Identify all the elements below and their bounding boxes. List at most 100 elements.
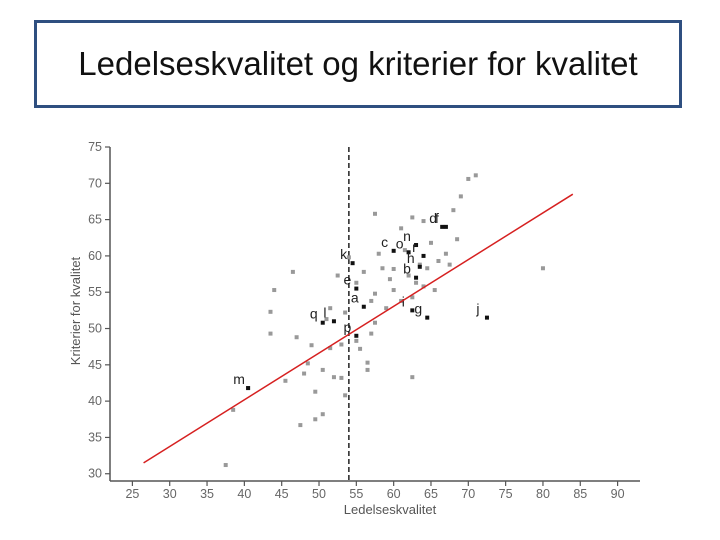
y-tick-label: 40 [88,394,102,408]
y-tick-label: 75 [88,140,102,154]
labeled-point-r [421,253,426,258]
x-tick-label: 55 [349,487,363,501]
labeled-point-h [417,264,422,269]
y-tick-label: 65 [88,213,102,227]
labeled-point-j [484,315,489,320]
labeled-point-p [354,333,359,338]
labeled-point-c [391,248,396,253]
data-point [376,251,381,256]
data-point [324,317,329,322]
data-point [328,306,333,311]
data-point [373,320,377,325]
x-tick-label: 90 [611,487,625,501]
point-label-f: f [435,210,439,226]
data-point [290,269,295,274]
data-point [380,266,385,271]
data-point [231,407,236,412]
data-point [406,273,411,278]
data-point [339,342,344,347]
data-point [436,258,441,263]
data-point [320,412,325,417]
y-tick-label: 35 [88,430,102,444]
data-point [391,288,396,293]
point-label-k: k [340,246,348,262]
data-point [410,375,415,380]
point-label-a: a [351,290,359,306]
labeled-point-e [354,286,359,291]
point-label-q: q [310,306,318,322]
data-point [268,331,273,336]
slide-title-box: Ledelseskvalitet og kriterier for kvalit… [34,20,682,108]
trend-line-group [143,193,574,464]
point-label-b: b [403,261,411,277]
x-tick-label: 25 [125,487,139,501]
labeled-point-b [414,275,419,280]
data-point [320,367,325,372]
labeled-point-k [350,261,355,266]
data-point [369,298,374,303]
labeled-point-m [246,386,251,391]
x-tick-label: 50 [312,487,326,501]
point-label-c: c [381,234,388,250]
y-tick-label: 55 [88,285,102,299]
data-point [421,219,426,224]
data-point [455,237,460,242]
x-tick-label: 70 [461,487,475,501]
labeled-point-g [425,315,430,320]
y-tick-label: 30 [88,467,102,481]
data-point [447,262,452,267]
data-point [339,375,344,380]
x-tick-label: 60 [387,487,401,501]
data-point [331,375,336,380]
point-label-d: d [429,210,437,226]
data-point [540,266,545,271]
points-group [223,173,545,468]
x-tick-label: 75 [499,487,513,501]
point-label-m: m [233,371,245,387]
data-point [428,240,433,245]
data-point [343,393,348,398]
data-point [451,208,456,213]
x-tick-label: 80 [536,487,550,501]
data-point [268,309,273,314]
point-label-n: n [403,228,411,244]
data-point [346,255,351,260]
x-tick-label: 35 [200,487,214,501]
labeled-point-q [320,320,325,325]
data-point [425,266,430,271]
data-point [302,371,307,376]
data-point [417,262,422,267]
point-label-e: e [343,272,351,288]
y-axis-title: Kriterier for kvalitet [68,256,83,365]
x-tick-label: 30 [163,487,177,501]
data-point [358,346,363,351]
y-tick-label: 70 [88,176,102,190]
data-point [410,215,415,220]
data-point [414,280,419,285]
x-tick-label: 85 [573,487,587,501]
data-point [365,367,370,372]
data-point [421,284,426,289]
point-label-h: h [407,250,415,266]
point-label-o: o [396,235,404,251]
point-label-j: j [475,301,479,317]
x-axis-title: Ledelseskvalitet [344,502,437,517]
data-point [399,226,404,231]
trend-line [143,193,574,464]
labeled-point-n [414,243,419,248]
data-point [283,378,288,383]
data-point [313,417,318,422]
point-label-g: g [414,301,422,317]
data-point [223,463,228,468]
y-tick-label: 45 [88,358,102,372]
data-point [373,211,377,216]
data-point [402,248,407,253]
data-point [387,277,392,282]
x-tick-label: 45 [275,487,289,501]
data-point [343,310,348,315]
data-point [354,280,359,285]
data-point [373,291,377,296]
slide-title: Ledelseskvalitet og kriterier for kvalit… [78,45,638,82]
